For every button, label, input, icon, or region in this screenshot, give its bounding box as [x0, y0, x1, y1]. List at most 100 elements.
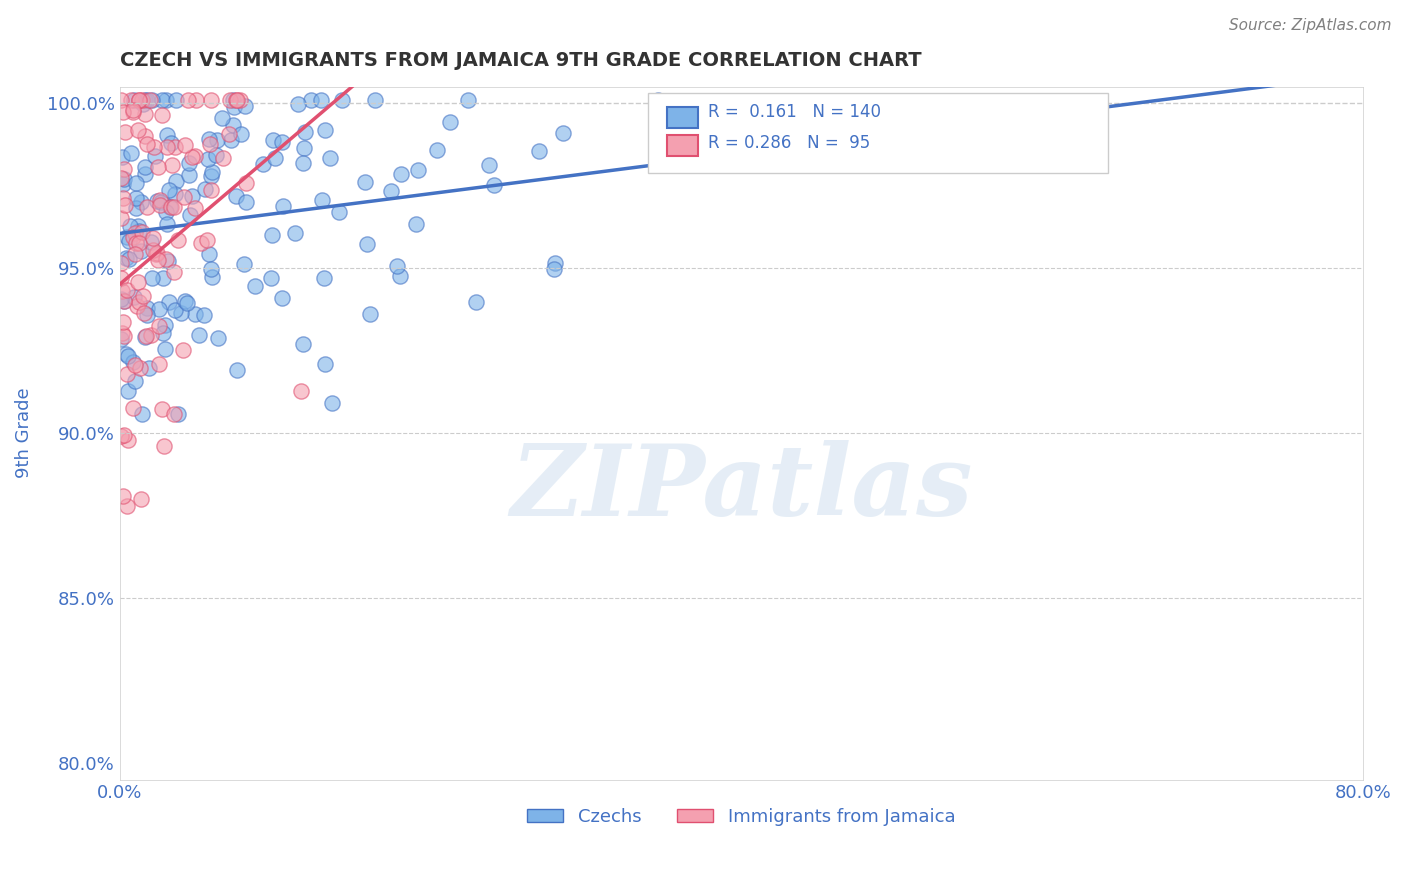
Text: R = 0.286   N =  95: R = 0.286 N = 95 — [707, 135, 870, 153]
Czechs — [205, 133, 228, 147]
Czechs — [314, 270, 336, 285]
Immigrants from Jamaica — [139, 328, 162, 343]
Czechs — [262, 133, 284, 147]
Immigrants from Jamaica — [110, 256, 132, 270]
Immigrants from Jamaica — [110, 211, 132, 225]
Immigrants from Jamaica — [150, 401, 173, 416]
Immigrants from Jamaica — [229, 93, 252, 107]
Czechs — [177, 156, 200, 170]
FancyBboxPatch shape — [666, 107, 697, 128]
Czechs — [118, 252, 141, 267]
Czechs — [464, 295, 486, 310]
Czechs — [174, 294, 197, 309]
Czechs — [155, 93, 177, 107]
Czechs — [252, 157, 274, 171]
Czechs — [292, 141, 315, 155]
Immigrants from Jamaica — [110, 326, 132, 341]
Immigrants from Jamaica — [117, 283, 139, 297]
Immigrants from Jamaica — [184, 149, 207, 163]
Immigrants from Jamaica — [127, 122, 149, 136]
Immigrants from Jamaica — [153, 439, 176, 453]
Czechs — [364, 93, 387, 107]
Immigrants from Jamaica — [163, 140, 186, 154]
Czechs — [328, 204, 350, 219]
Immigrants from Jamaica — [128, 93, 150, 107]
Immigrants from Jamaica — [219, 93, 242, 107]
Czechs — [120, 145, 142, 160]
Immigrants from Jamaica — [124, 226, 146, 240]
Immigrants from Jamaica — [190, 235, 212, 250]
Czechs — [271, 136, 294, 150]
FancyBboxPatch shape — [666, 135, 697, 156]
Czechs — [291, 336, 314, 351]
Immigrants from Jamaica — [127, 276, 149, 290]
Czechs — [222, 93, 245, 107]
Immigrants from Jamaica — [128, 93, 150, 107]
Immigrants from Jamaica — [112, 427, 135, 442]
Czechs — [112, 293, 135, 308]
Czechs — [353, 175, 375, 189]
Czechs — [163, 186, 186, 201]
Immigrants from Jamaica — [131, 226, 153, 240]
Immigrants from Jamaica — [132, 288, 155, 302]
Immigrants from Jamaica — [145, 247, 167, 261]
Czechs — [145, 149, 167, 163]
Immigrants from Jamaica — [124, 247, 146, 261]
Czechs — [314, 357, 336, 371]
Czechs — [198, 247, 221, 261]
Czechs — [141, 270, 163, 285]
Immigrants from Jamaica — [139, 93, 162, 107]
Immigrants from Jamaica — [110, 271, 132, 285]
Czechs — [482, 178, 505, 192]
Czechs — [128, 224, 150, 238]
Immigrants from Jamaica — [290, 384, 312, 399]
Immigrants from Jamaica — [135, 329, 157, 343]
Immigrants from Jamaica — [132, 306, 155, 320]
Immigrants from Jamaica — [128, 295, 150, 310]
Czechs — [388, 268, 411, 283]
Czechs — [197, 132, 219, 146]
Czechs — [134, 329, 156, 343]
Czechs — [262, 228, 284, 243]
Immigrants from Jamaica — [184, 93, 207, 107]
Czechs — [124, 177, 146, 191]
Czechs — [193, 308, 215, 322]
Czechs — [273, 199, 295, 213]
Czechs — [406, 163, 429, 178]
Czechs — [226, 363, 249, 377]
Czechs — [122, 289, 145, 303]
Immigrants from Jamaica — [115, 499, 138, 513]
Immigrants from Jamaica — [225, 93, 247, 107]
Immigrants from Jamaica — [112, 105, 135, 120]
Czechs — [124, 191, 146, 205]
Czechs — [221, 133, 243, 147]
Immigrants from Jamaica — [120, 93, 142, 107]
Czechs — [155, 204, 177, 219]
Czechs — [124, 374, 146, 388]
Immigrants from Jamaica — [122, 103, 145, 117]
Czechs — [152, 271, 174, 285]
Immigrants from Jamaica — [146, 246, 169, 260]
Czechs — [647, 93, 669, 107]
Czechs — [319, 151, 342, 165]
Immigrants from Jamaica — [112, 293, 135, 308]
Czechs — [167, 407, 190, 421]
Text: R =  0.161   N = 140: R = 0.161 N = 140 — [707, 103, 880, 121]
Immigrants from Jamaica — [163, 407, 186, 421]
Czechs — [457, 93, 479, 107]
Czechs — [135, 93, 157, 107]
Text: CZECH VS IMMIGRANTS FROM JAMAICA 9TH GRADE CORRELATION CHART: CZECH VS IMMIGRANTS FROM JAMAICA 9TH GRA… — [120, 51, 921, 70]
Czechs — [159, 200, 181, 214]
Czechs — [314, 122, 336, 136]
Immigrants from Jamaica — [197, 233, 219, 247]
Czechs — [478, 158, 501, 172]
Czechs — [118, 234, 141, 248]
Czechs — [233, 256, 256, 270]
Immigrants from Jamaica — [110, 171, 132, 186]
Immigrants from Jamaica — [225, 93, 247, 107]
Czechs — [115, 230, 138, 244]
Immigrants from Jamaica — [148, 357, 170, 371]
Czechs — [165, 93, 187, 107]
Czechs — [127, 219, 149, 233]
Czechs — [405, 217, 427, 231]
